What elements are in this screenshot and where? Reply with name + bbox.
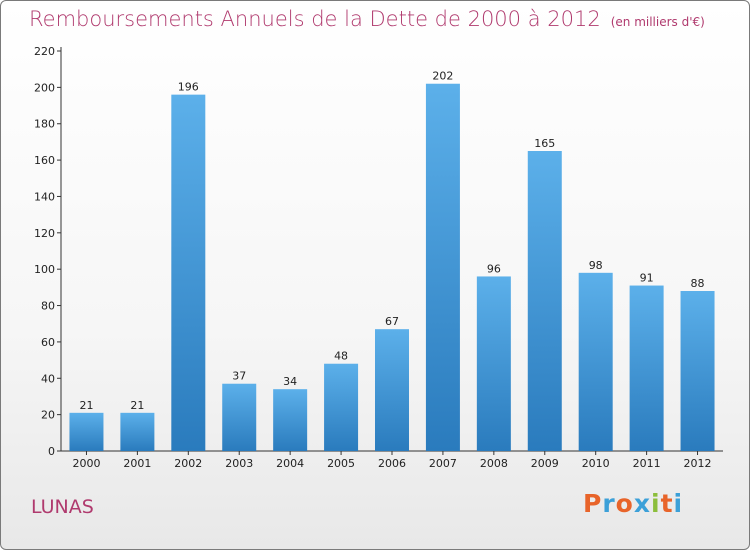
bar [273,389,308,451]
proxiti-logo: Proxiti [583,489,683,518]
logo-letter: x [633,489,651,518]
x-tick-label: 2011 [633,457,661,470]
bar [629,285,664,451]
y-tick-label: 160 [34,154,55,167]
x-tick-label: 2010 [582,457,610,470]
data-label: 202 [432,70,453,83]
y-tick-label: 120 [34,227,55,240]
bar [578,272,613,451]
x-tick-label: 2001 [123,457,151,470]
commune-name: LUNAS [31,496,94,518]
y-tick-label: 0 [48,445,55,458]
x-tick-label: 2012 [684,457,712,470]
bar [425,83,460,452]
y-tick-label: 200 [34,81,55,94]
logo-letter: r [602,489,616,518]
data-label: 48 [334,350,348,363]
x-tick-label: 2006 [378,457,406,470]
chart-axes: 0 20 40 60 80 100 120 140 160 180 200 220 2000 2001 20… [34,45,723,470]
logo-letter: i [673,489,684,518]
y-tick-label: 60 [41,336,55,349]
y-tick-label: 100 [34,263,55,276]
y-tick-label: 140 [34,190,55,203]
logo-letter: i [651,489,661,518]
x-tick-label: 2005 [327,457,355,470]
x-tick-label: 2007 [429,457,457,470]
data-label: 91 [640,272,654,285]
x-tick-label: 2008 [480,457,508,470]
data-label: 67 [385,315,399,328]
data-label: 34 [283,375,297,388]
y-tick-label: 80 [41,300,55,313]
bar [324,363,359,451]
chart-labels: 21 21 196 37 34 48 67 202 96 165 98 91 88 [79,70,704,412]
x-tick-label: 2000 [72,457,100,470]
bar [375,329,409,451]
logo-letter: o [615,489,634,518]
data-label: 88 [691,277,705,290]
bar [222,383,257,451]
chart-title: Remboursements Annuels de la Dette de 20… [29,7,705,31]
x-tick-label: 2003 [225,457,253,470]
y-tick-label: 40 [41,372,55,385]
bar [680,291,715,451]
data-label: 196 [178,81,199,94]
data-label: 165 [534,137,555,150]
data-label: 96 [487,262,501,275]
y-tick-label: 180 [34,118,55,131]
bar [476,276,511,451]
bar [69,412,104,451]
y-tick-label: 20 [41,409,55,422]
x-tick-label: 2004 [276,457,304,470]
bar [120,412,155,451]
bar [527,151,562,451]
data-label: 21 [130,399,144,412]
data-label: 37 [232,370,246,383]
x-tick-label: 2009 [531,457,559,470]
bar [171,94,206,452]
chart-bars [69,83,715,452]
chart-title-main: Remboursements Annuels de la Dette de 20… [29,7,601,31]
data-label: 98 [589,259,603,272]
x-tick-label: 2002 [174,457,202,470]
logo-letter: P [583,489,603,518]
chart-title-unit: (en milliers d'€) [610,15,705,29]
logo-letter: t [660,489,674,518]
data-label: 21 [79,399,93,412]
y-tick-label: 220 [34,45,55,58]
